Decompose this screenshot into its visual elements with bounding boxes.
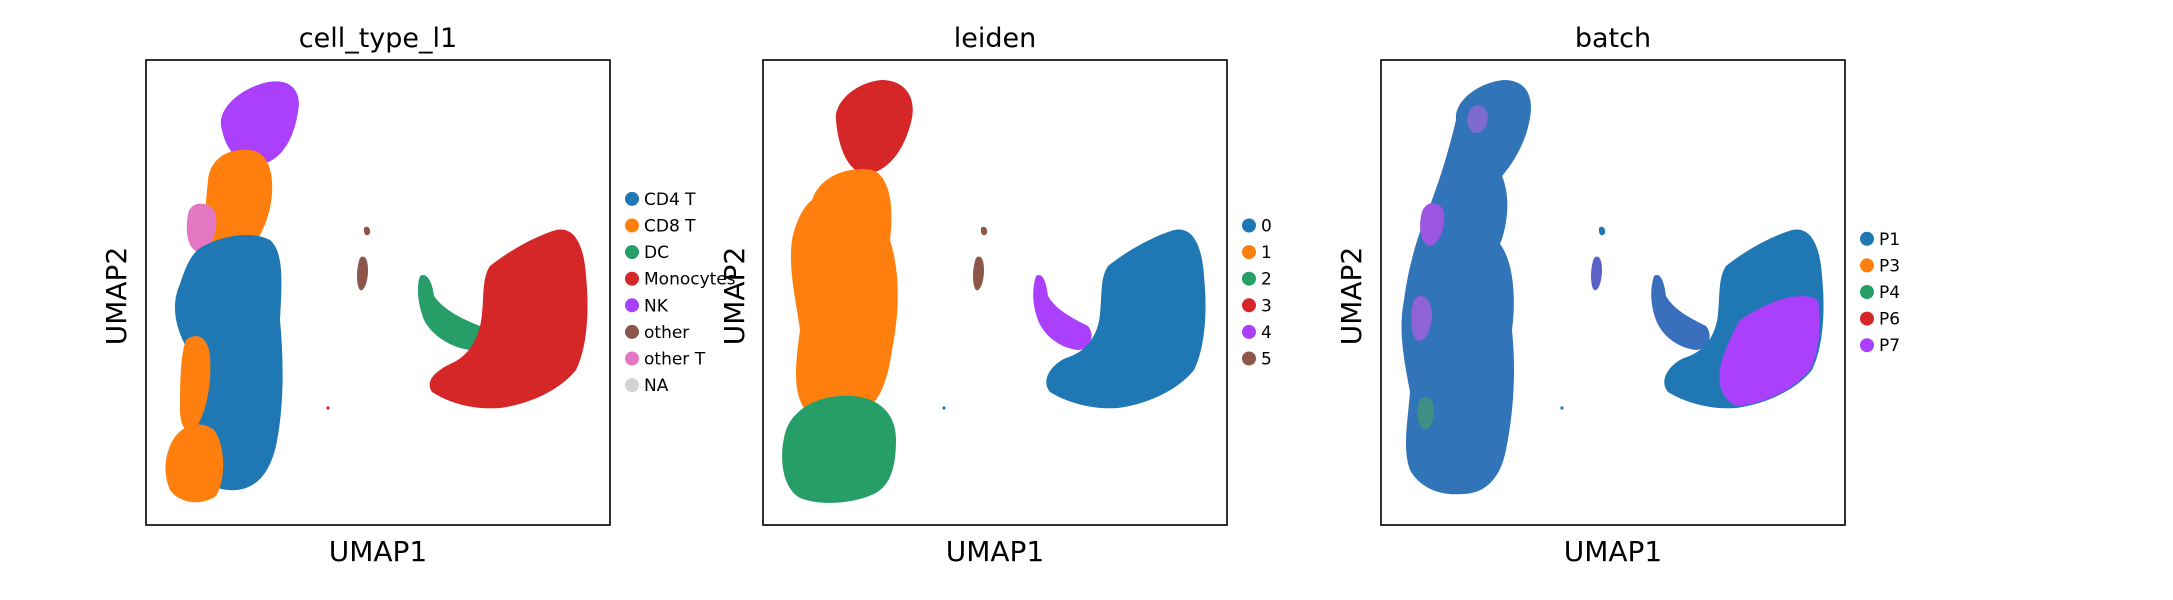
legend-marker <box>1242 298 1256 313</box>
legend-label: NK <box>644 296 669 316</box>
legend-label: P1 <box>1879 230 1900 250</box>
legend-label: Monocytes <box>644 270 736 290</box>
dc-cluster <box>417 274 484 350</box>
plot-frame <box>145 59 611 526</box>
legend-label: other T <box>644 350 706 370</box>
legend-marker <box>1860 258 1874 273</box>
scatter-points <box>782 80 1206 503</box>
cluster-5-speck <box>980 226 988 236</box>
legend-marker <box>1860 311 1874 326</box>
other-speck <box>363 226 371 236</box>
other-cluster <box>357 256 368 291</box>
legend-label: 5 <box>1261 350 1272 370</box>
legend-label: DC <box>644 243 669 263</box>
legend: P1 P3 P4 P6 P7 <box>1860 230 1900 356</box>
stray-point <box>942 406 946 410</box>
panel-cell-type-l1: cell_type_l1 UMAP1 UMAP2 C <box>100 23 736 568</box>
plot-frame <box>762 59 1228 526</box>
nk-cluster <box>220 81 299 165</box>
small-island <box>1598 226 1606 236</box>
purple-patch <box>1420 203 1445 246</box>
panel-title: batch <box>1575 23 1651 54</box>
legend-marker <box>1242 245 1256 260</box>
green-patch <box>1417 397 1434 430</box>
monocyte-cluster <box>429 229 588 409</box>
y-axis-label: UMAP2 <box>1335 247 1368 346</box>
panel-title: cell_type_l1 <box>299 23 457 54</box>
legend-label: CD8 T <box>644 217 696 237</box>
legend-label: 0 <box>1261 217 1272 237</box>
legend-marker <box>625 271 639 286</box>
panel-title: leiden <box>954 23 1036 54</box>
x-axis-label: UMAP1 <box>1564 535 1663 568</box>
purple-overlay <box>1719 296 1820 406</box>
cluster-1 <box>790 169 898 417</box>
x-axis-label: UMAP1 <box>329 535 428 568</box>
purple-patch <box>1467 105 1488 134</box>
legend-marker <box>1242 324 1256 339</box>
legend-marker <box>625 218 639 233</box>
legend-label: 3 <box>1261 296 1272 316</box>
small-island <box>1591 256 1602 291</box>
legend-marker <box>625 191 639 206</box>
y-axis-label: UMAP2 <box>718 247 751 346</box>
stray-point <box>326 406 330 410</box>
x-axis-label: UMAP1 <box>946 535 1045 568</box>
legend-label: 1 <box>1261 243 1272 263</box>
legend-label: P3 <box>1879 256 1900 276</box>
stray-point <box>1560 406 1564 410</box>
legend-label: 2 <box>1261 270 1272 290</box>
legend-marker <box>1860 338 1874 353</box>
panel-leiden: leiden UMAP1 UMAP2 0 1 2 3 4 5 <box>718 23 1272 568</box>
cd8-side-strip <box>180 336 211 432</box>
panel-batch: batch UMAP1 UMAP2 P1 P3 P4 P6 P7 <box>1335 23 1900 568</box>
purple-patch <box>1411 296 1432 341</box>
legend-label: other <box>644 323 689 343</box>
legend-label: P4 <box>1879 283 1900 303</box>
y-axis-label: UMAP2 <box>100 247 133 346</box>
cluster-4 <box>1033 274 1092 350</box>
cluster-5 <box>973 256 984 291</box>
legend-label: P7 <box>1879 336 1900 356</box>
plot-frame <box>1380 59 1846 526</box>
legend-label: 4 <box>1261 323 1272 343</box>
scatter-points <box>1401 80 1824 495</box>
legend-marker <box>625 245 639 260</box>
cluster-0 <box>1046 229 1206 409</box>
cluster-3 <box>835 80 913 175</box>
cd8-bottom-blob <box>165 424 224 503</box>
other-t-cluster <box>186 203 217 253</box>
legend-label: NA <box>644 376 669 396</box>
left-structure <box>1401 80 1531 495</box>
legend-marker <box>1242 351 1256 366</box>
legend-marker <box>1242 218 1256 233</box>
legend-label: P6 <box>1879 310 1900 330</box>
legend-marker <box>625 298 639 313</box>
legend-label: CD4 T <box>644 190 696 210</box>
legend-marker <box>625 324 639 339</box>
legend-marker <box>1860 285 1874 299</box>
legend: CD4 T CD8 T DC Monocytes NK other other T NA <box>625 190 736 396</box>
legend-marker <box>625 378 639 393</box>
legend-marker <box>625 351 639 366</box>
small-strip <box>1651 274 1710 350</box>
legend: 0 1 2 3 4 5 <box>1242 217 1272 370</box>
scatter-points <box>165 81 588 503</box>
legend-marker <box>1242 271 1256 286</box>
cluster-2 <box>782 395 896 503</box>
legend-marker <box>1860 231 1874 246</box>
